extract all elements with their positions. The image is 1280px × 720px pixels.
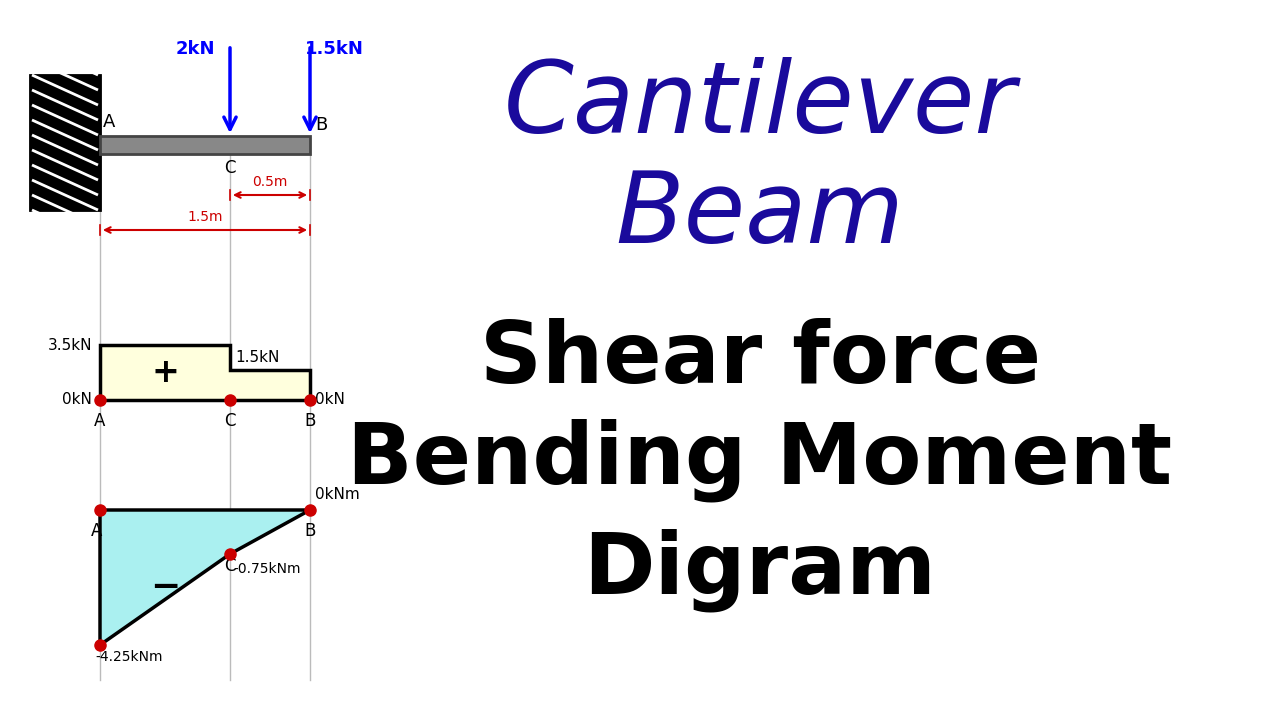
Text: Cantilever: Cantilever bbox=[504, 56, 1016, 153]
Text: A: A bbox=[102, 113, 115, 131]
Text: +: + bbox=[151, 356, 179, 389]
Text: 1.5kN: 1.5kN bbox=[236, 350, 279, 365]
Text: -4.25kNm: -4.25kNm bbox=[95, 650, 163, 664]
Text: 1.5kN: 1.5kN bbox=[305, 40, 364, 58]
Bar bbox=[100, 136, 310, 154]
Polygon shape bbox=[100, 510, 310, 645]
Text: Beam: Beam bbox=[616, 166, 905, 264]
Text: 0kN: 0kN bbox=[315, 392, 344, 408]
Text: −: − bbox=[150, 570, 180, 605]
Bar bbox=[29, 75, 100, 210]
Text: 2kN: 2kN bbox=[175, 40, 215, 58]
Text: B: B bbox=[305, 522, 316, 540]
Text: 0.5m: 0.5m bbox=[252, 175, 288, 189]
Text: C: C bbox=[224, 159, 236, 177]
Text: 1.5m: 1.5m bbox=[187, 210, 223, 224]
Text: 0kNm: 0kNm bbox=[315, 487, 360, 502]
Text: B: B bbox=[305, 412, 316, 430]
Polygon shape bbox=[100, 345, 310, 400]
Text: 3.5kN: 3.5kN bbox=[47, 338, 92, 353]
Text: A: A bbox=[95, 412, 106, 430]
Text: -0.75kNm: -0.75kNm bbox=[233, 562, 301, 576]
Text: Bending Moment: Bending Moment bbox=[347, 418, 1172, 502]
Text: Shear force: Shear force bbox=[480, 318, 1041, 402]
Text: B: B bbox=[315, 116, 328, 134]
Text: Digram: Digram bbox=[584, 528, 937, 612]
Bar bbox=[29, 75, 100, 210]
Text: 0kN: 0kN bbox=[63, 392, 92, 408]
Text: C: C bbox=[224, 412, 236, 430]
Text: C: C bbox=[224, 557, 236, 575]
Text: A: A bbox=[91, 522, 102, 540]
